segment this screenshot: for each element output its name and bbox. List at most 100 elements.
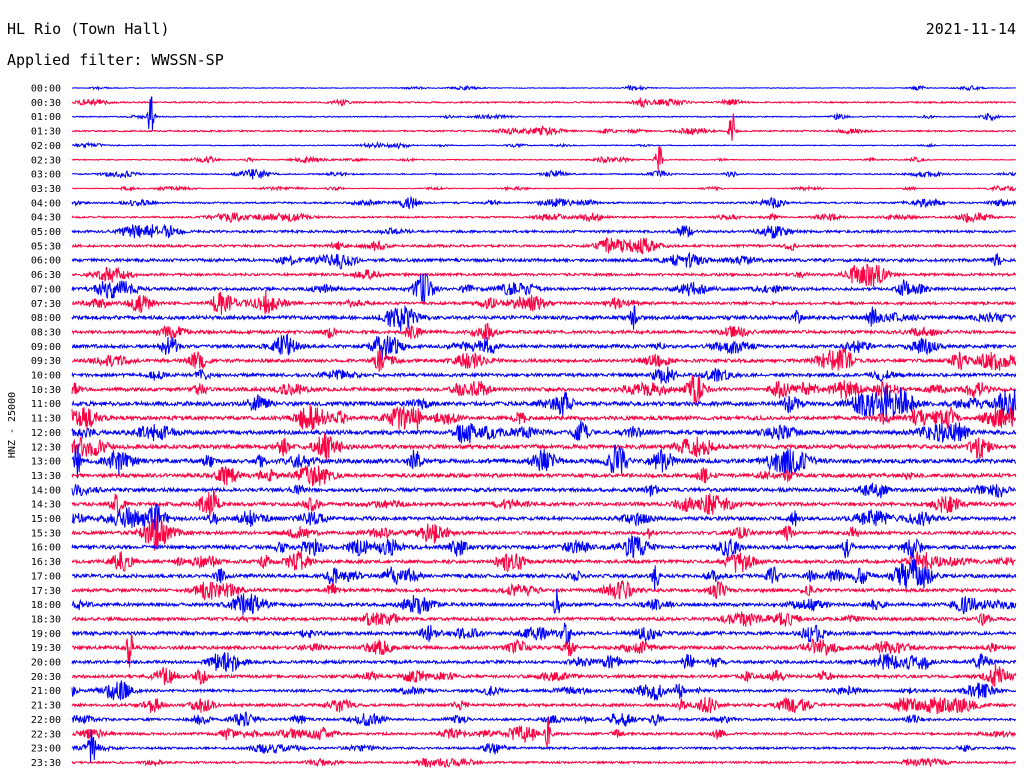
- trace-line: [71, 223, 1016, 239]
- trace-line: [71, 385, 1017, 422]
- hour-label: 12:00: [31, 428, 61, 439]
- trace-line: [71, 113, 1017, 141]
- trace-line: [71, 403, 1017, 431]
- hour-label: 18:30: [31, 614, 61, 625]
- trace-line: [71, 717, 1017, 749]
- trace-line: [71, 375, 1017, 406]
- hour-label: 02:00: [31, 141, 61, 152]
- filter-label: Applied filter: WWSSN-SP: [7, 51, 224, 69]
- hour-label: 00:30: [31, 98, 61, 109]
- hour-label: 04:30: [31, 213, 61, 224]
- hour-label: 10:30: [31, 385, 61, 396]
- trace-line: [71, 588, 1017, 615]
- trace-line: [71, 305, 1017, 332]
- hour-label: 15:30: [31, 528, 61, 539]
- trace-line: [71, 96, 1016, 131]
- hour-label: 21:00: [31, 686, 61, 697]
- trace-line: [71, 652, 1017, 673]
- hour-label: 23:30: [31, 758, 61, 769]
- hour-label: 16:30: [31, 557, 61, 568]
- trace-line: [71, 711, 1017, 727]
- hour-label: 08:30: [31, 327, 61, 338]
- trace-line: [71, 611, 1017, 627]
- hour-label: 01:00: [31, 112, 61, 123]
- hour-label: 06:30: [31, 270, 61, 281]
- trace-line: [71, 489, 1017, 517]
- hour-label: 20:30: [31, 672, 61, 683]
- trace-line: [71, 757, 1016, 769]
- trace-line: [71, 663, 1017, 687]
- hour-label: 03:30: [31, 184, 61, 195]
- trace-line: [71, 696, 1017, 715]
- trace-line: [71, 464, 1017, 487]
- hour-label: 09:00: [31, 342, 61, 353]
- hour-label: 10:00: [31, 371, 61, 382]
- hour-label: 14:00: [31, 485, 61, 496]
- hour-label: 13:00: [31, 457, 61, 468]
- hour-label: 02:30: [31, 155, 61, 166]
- hour-label: 17:30: [31, 586, 61, 597]
- hour-label: 22:30: [31, 729, 61, 740]
- trace-line: [71, 141, 1017, 150]
- trace-line: [71, 322, 1017, 341]
- hour-label: 20:00: [31, 658, 61, 669]
- trace-line: [71, 196, 1017, 210]
- trace-line: [71, 558, 1017, 592]
- hour-label: 09:30: [31, 356, 61, 367]
- trace-line: [71, 535, 1017, 559]
- hour-label: 15:00: [31, 514, 61, 525]
- hour-label: 01:30: [31, 127, 61, 138]
- trace-line: [71, 333, 1017, 361]
- hour-labels: 00:00 00:30 01:00 01:30 02:00 02:30 03:00 03:30…: [31, 84, 61, 769]
- hour-label: 22:00: [31, 715, 61, 726]
- hour-label: 04:00: [31, 198, 61, 209]
- trace-line: [71, 211, 1016, 224]
- hour-label: 12:30: [31, 442, 61, 453]
- trace-line: [71, 251, 1017, 270]
- trace-line: [72, 184, 1017, 193]
- hour-label: 07:30: [31, 299, 61, 310]
- hour-label: 08:00: [31, 313, 61, 324]
- trace-line: [71, 84, 1016, 92]
- hour-label: 03:00: [31, 170, 61, 181]
- hour-label: 19:30: [31, 643, 61, 654]
- hour-label: 16:00: [31, 543, 61, 554]
- trace-line: [71, 348, 1017, 372]
- trace-line: [71, 515, 1017, 551]
- hour-label: 05:00: [31, 227, 61, 238]
- hour-label: 07:00: [31, 284, 61, 295]
- hour-label: 19:00: [31, 629, 61, 640]
- trace-line: [71, 420, 1017, 444]
- hour-label: 00:00: [31, 84, 61, 95]
- station-name: HL Rio (Town Hall): [7, 20, 170, 38]
- trace-line: [71, 503, 1017, 532]
- hour-label: 05:30: [31, 241, 61, 252]
- trace-line: [71, 622, 1017, 645]
- trace-line: [71, 579, 1016, 602]
- record-date: 2021-11-14: [925, 20, 1016, 38]
- trace-line: [71, 550, 1017, 573]
- hour-label: 17:00: [31, 571, 61, 582]
- trace-line: [71, 237, 1017, 255]
- hour-label: 06:00: [31, 256, 61, 267]
- trace-line: [71, 272, 1016, 305]
- hour-label: 14:30: [31, 500, 61, 511]
- trace-line: [71, 263, 1016, 288]
- hour-label: 11:00: [31, 399, 61, 410]
- hour-label: 18:00: [31, 600, 61, 611]
- hour-label: 23:00: [31, 744, 61, 755]
- trace-line: [71, 97, 1017, 109]
- trace-line: [71, 168, 1017, 180]
- trace-line: [71, 729, 1017, 763]
- trace-line: [71, 444, 1017, 479]
- hour-label: 11:30: [31, 414, 61, 425]
- hour-label: 21:30: [31, 701, 61, 712]
- trace-line: [71, 433, 1017, 461]
- trace-line: [71, 482, 1016, 499]
- trace-line: [71, 145, 1017, 171]
- trace-line: [71, 366, 1017, 385]
- trace-line: [71, 634, 1016, 668]
- trace-line: [71, 680, 1017, 701]
- hour-label: 13:30: [31, 471, 61, 482]
